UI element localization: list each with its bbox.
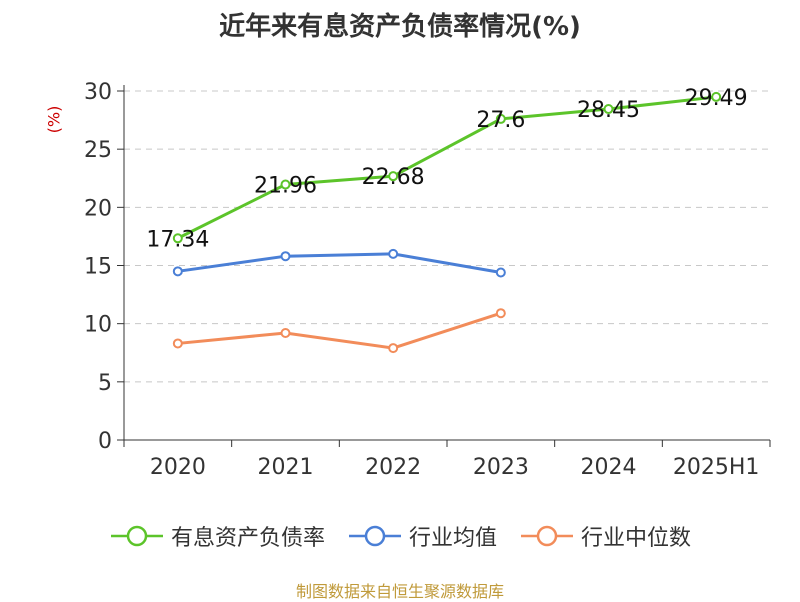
- series-line: [177, 311, 502, 350]
- data-point: [495, 267, 506, 278]
- data-point: [280, 327, 291, 338]
- data-point: [495, 308, 506, 319]
- data-label: 28.45: [577, 98, 640, 123]
- data-point: [280, 251, 291, 262]
- y-tick-label: 30: [84, 80, 112, 105]
- data-point: [711, 91, 722, 102]
- data-point: [172, 266, 183, 277]
- legend-item[interactable]: 有息资产负债率: [109, 520, 325, 552]
- data-point: [388, 343, 399, 354]
- data-label: 27.6: [476, 108, 525, 133]
- data-point: [172, 338, 183, 349]
- legend-swatch-icon: [348, 525, 401, 547]
- x-tick-label: 2024: [581, 455, 637, 480]
- legend-item[interactable]: 行业均值: [347, 520, 497, 552]
- data-point: [172, 233, 183, 244]
- data-point: [280, 179, 291, 190]
- chart-title: 近年来有息资产负债率情况(%): [219, 12, 581, 42]
- legend-swatch-icon: [521, 525, 573, 547]
- y-tick-label: 25: [84, 138, 112, 163]
- data-point: [495, 113, 506, 124]
- y-tick-label: 10: [84, 313, 112, 338]
- data-label: 17.34: [146, 227, 209, 252]
- x-tick-label: 2021: [258, 455, 314, 480]
- legend-label: 有息资产负债率: [170, 526, 325, 551]
- legend-swatch-icon: [110, 525, 163, 547]
- x-tick-label: 2020: [150, 455, 206, 480]
- data-label: 22.68: [362, 165, 425, 190]
- legend-item[interactable]: 行业中位数: [519, 520, 691, 552]
- y-tick-label: 5: [98, 371, 112, 396]
- x-tick-label: 2023: [473, 455, 529, 480]
- series-line: [177, 252, 502, 274]
- data-point: [388, 171, 399, 182]
- line-chart: 0 5 10 15 20 25 30 2020 2021 2022 2023 2024 2025H1 17…: [84, 80, 771, 480]
- legend-label: 行业均值: [408, 526, 497, 551]
- y-tick-label: 15: [84, 255, 112, 280]
- data-point: [388, 248, 399, 259]
- x-tick-label: 2022: [365, 455, 421, 480]
- data-source-note: 制图数据来自恒生聚源数据库: [295, 582, 504, 601]
- x-tick-label: 2025H1: [673, 455, 760, 480]
- y-tick-label: 0: [98, 429, 112, 454]
- series-line: [177, 95, 717, 240]
- data-label: 21.96: [254, 174, 317, 199]
- chart-legend: 有息资产负债率 行业均值 行业中位数: [0, 520, 800, 552]
- data-label: 29.49: [685, 86, 748, 111]
- y-tick-label: 20: [84, 196, 112, 221]
- data-point: [603, 104, 614, 115]
- legend-label: 行业中位数: [581, 526, 692, 551]
